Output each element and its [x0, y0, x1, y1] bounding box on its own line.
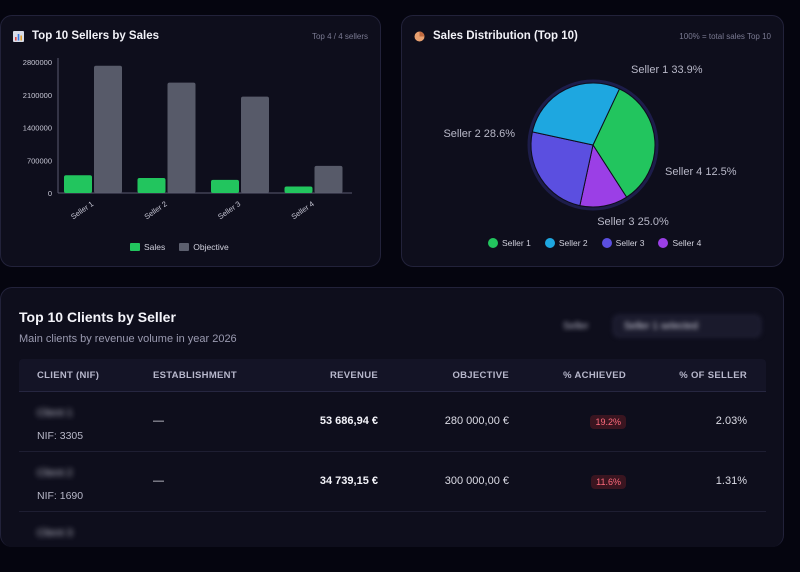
col-achieved[interactable]: % ACHIEVED [563, 370, 626, 381]
bar-card-meta: Top 4 / 4 sellers [311, 32, 368, 41]
client-name: Client 2 [37, 467, 73, 479]
bar-chart-plot: 2800000 2100000 1400000 700000 0 Seller 1 Sell… [23, 58, 352, 221]
bar-sales-4[interactable] [284, 186, 313, 193]
pie-chart-plot: Seller 1 33.9% Seller 2 28.6% Seller 3 25.… [443, 64, 737, 228]
table-row[interactable]: Client 2 NIF: 1690 — 34 739,15 € 300 000… [19, 452, 766, 512]
achieved-badge: 11.6% [591, 475, 626, 489]
client-name: Client 1 [37, 407, 73, 419]
x-tick-label: Seller 4 [290, 199, 316, 221]
pie-chart-icon [414, 31, 425, 41]
bar-sales-3[interactable] [211, 179, 239, 193]
pie-legend-label: Seller 2 [558, 238, 588, 248]
col-client[interactable]: CLIENT (NIF) [37, 370, 100, 381]
bar-chart-icon [13, 30, 24, 42]
revenue: 53 686,94 € [319, 415, 378, 427]
achieved-badge: 19.2% [590, 415, 626, 429]
establishment: — [153, 475, 164, 487]
pie-legend-label: Seller 1 [502, 238, 531, 248]
establishment: — [153, 415, 164, 427]
bar-sales-2[interactable] [137, 178, 166, 193]
legend-label-objective: Objective [193, 242, 229, 252]
revenue: 34 739,15 € [319, 475, 378, 487]
pie-legend-seller-1[interactable]: Seller 1 [488, 238, 531, 248]
client-name: Client 3 [37, 527, 73, 539]
table-subtitle: Main clients by revenue volume in year 2… [19, 333, 237, 345]
y-tick-label: 2800000 [23, 58, 52, 67]
of-seller: 2.03% [715, 415, 747, 427]
pie-slice-seller-2[interactable] [531, 82, 621, 146]
pie-legend-seller-4[interactable]: Seller 4 [658, 238, 701, 248]
legend-item-sales[interactable]: Sales [130, 242, 165, 252]
pie-legend-label: Seller 3 [615, 238, 645, 248]
y-tick-label: 700000 [27, 156, 52, 165]
pie-legend-label: Seller 4 [672, 238, 702, 248]
client-nif: NIF: 1690 [37, 490, 84, 502]
top-clients-card: Top 10 Clients by Seller Main clients by… [0, 287, 784, 547]
table-title: Top 10 Clients by Seller [19, 309, 176, 325]
col-of-seller[interactable]: % OF SELLER [679, 370, 747, 381]
x-tick-label: Seller 2 [143, 199, 169, 221]
pie-slice-seller-1[interactable] [592, 88, 656, 198]
table-row[interactable]: Client 3 [19, 512, 766, 572]
table-header: CLIENT (NIF) ESTABLISHMENT REVENUE OBJEC… [19, 359, 766, 392]
pie-chart-legend: Seller 1 Seller 2 Seller 3 Seller 4 [488, 238, 701, 248]
pie-legend-seller-2[interactable]: Seller 2 [544, 238, 588, 248]
bar-sales-1[interactable] [64, 175, 92, 193]
bar-chart-legend: Sales Objective [130, 242, 229, 252]
col-establishment[interactable]: ESTABLISHMENT [153, 370, 237, 381]
y-tick-label: 1400000 [23, 124, 52, 133]
x-tick-label: Seller 3 [216, 199, 242, 221]
seller-filter: Seller Seller 1 selected [563, 315, 761, 337]
x-tick-label: Seller 1 [69, 199, 95, 221]
pie-glow [527, 79, 659, 211]
y-tick-label: 2100000 [23, 91, 52, 100]
pie-legend-seller-3[interactable]: Seller 3 [601, 238, 645, 248]
objective: 280 000,00 € [444, 415, 509, 427]
of-seller: 1.31% [715, 475, 747, 487]
bar-objective-2[interactable] [167, 82, 196, 193]
y-tick-label: 0 [48, 189, 52, 198]
seller-filter-label: Seller [563, 320, 589, 332]
col-objective[interactable]: OBJECTIVE [452, 370, 509, 381]
pie-slice-label: Seller 3 25.0% [597, 216, 669, 228]
client-nif: NIF: 3305 [37, 430, 84, 442]
pie-slice-label: Seller 1 33.9% [631, 64, 703, 76]
objective: 300 000,00 € [444, 475, 509, 487]
legend-item-objective[interactable]: Objective [179, 242, 229, 252]
pie-slice-label: Seller 2 28.6% [443, 128, 515, 140]
bar-card-title: Top 10 Sellers by Sales [13, 30, 159, 42]
pie-card-meta: 100% = total sales Top 10 [679, 32, 771, 41]
pie-slice-seller-3[interactable] [530, 131, 594, 207]
table-row[interactable]: Client 1 NIF: 3305 — 53 686,94 € 280 000… [19, 392, 766, 452]
pie-slice-label: Seller 4 12.5% [665, 166, 737, 178]
bar-objective-3[interactable] [241, 96, 269, 193]
bar-objective-1[interactable] [94, 65, 122, 193]
legend-label-sales: Sales [144, 242, 166, 252]
bar-objective-4[interactable] [314, 165, 343, 193]
pie-card-title-text: Sales Distribution (Top 10) [433, 30, 578, 42]
bar-card-title-text: Top 10 Sellers by Sales [32, 30, 159, 42]
col-revenue[interactable]: REVENUE [329, 370, 378, 381]
seller-select[interactable]: Seller 1 selected [613, 315, 761, 337]
pie-card-title: Sales Distribution (Top 10) [414, 30, 578, 42]
